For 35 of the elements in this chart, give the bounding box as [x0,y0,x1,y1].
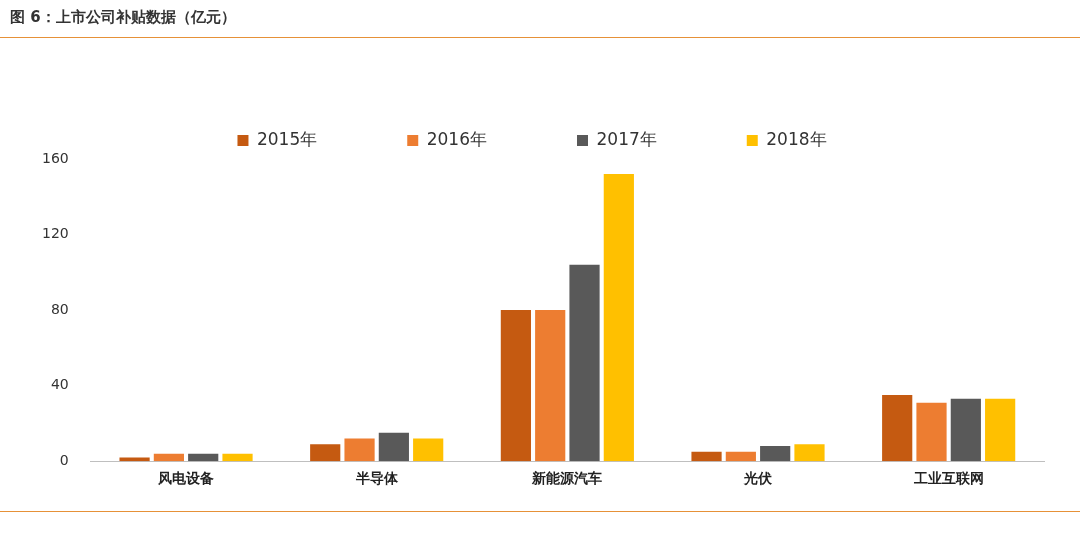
x-tick-label: 半导体 [354,470,399,487]
bar [344,438,375,462]
x-tick-label: 新能源汽车 [531,470,603,487]
chart-title: 图 6：上市公司补贴数据（亿元） [10,8,236,27]
legend-label: 2018年 [766,128,827,149]
legend-label: 2015年 [256,128,318,149]
x-tick-label: 光伏 [743,470,774,487]
bar [603,174,634,462]
bar [760,446,791,462]
bar [153,453,184,462]
legend-label: 2017年 [596,128,657,149]
y-tick-label: 120 [41,225,69,242]
x-tick-label: 工业互联网 [912,470,984,487]
bar [794,444,825,462]
bar [188,453,219,462]
y-tick-label: 0 [59,451,69,468]
legend-label: 2016年 [426,128,487,149]
y-tick-label: 160 [41,149,69,166]
bar [916,402,947,462]
bar [500,310,531,462]
bar [725,451,756,462]
y-tick-label: 80 [50,300,69,317]
bar [882,395,913,462]
bar [691,451,722,462]
y-tick-label: 40 [50,376,69,393]
bar [569,264,600,462]
bar [413,438,444,462]
bar [985,398,1016,462]
bar [222,453,253,462]
bar [378,432,409,462]
bar [119,457,150,462]
bar [310,444,341,462]
x-tick-label: 风电设备 [157,470,215,487]
bar [950,398,981,462]
bar [535,310,566,462]
